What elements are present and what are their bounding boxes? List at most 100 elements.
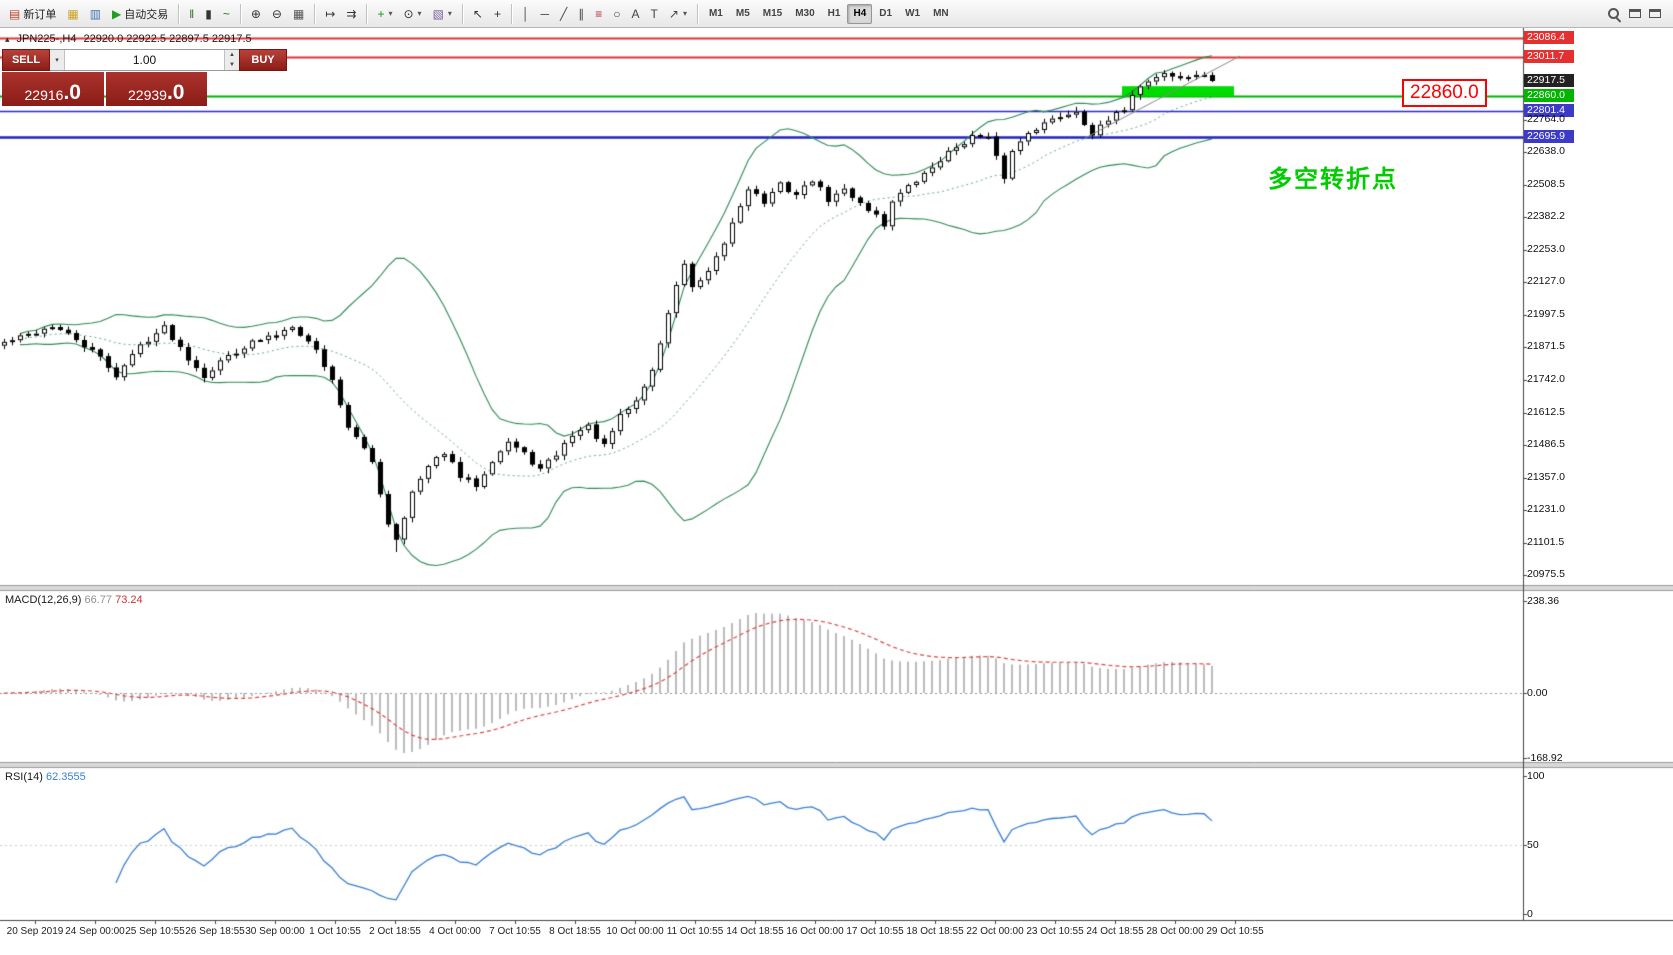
bar-chart-icon: ‖ [189, 6, 195, 21]
vertical-line-button[interactable]: │ [517, 3, 535, 25]
macd-axis-label: 0.00 [1527, 687, 1548, 699]
timeframe-d1-button[interactable]: D1 [873, 4, 898, 24]
rsi-value: 62.3555 [45, 771, 86, 783]
zoom-out-button[interactable]: ⊖ [267, 3, 287, 25]
sell-button[interactable]: SELL [2, 49, 50, 71]
caret-down-icon: ▾ [682, 9, 687, 18]
text-button[interactable]: A [627, 3, 645, 25]
price-axis-label: 23011.7 [1524, 50, 1574, 63]
new-window-icon[interactable] [1649, 9, 1661, 18]
price-axis-label: 21357.0 [1527, 471, 1565, 484]
profiles-button[interactable]: ▥ [85, 3, 106, 25]
macd-label: MACD(12,26,9) 66.77 73.24 [5, 594, 143, 606]
search-icon[interactable] [1607, 7, 1621, 21]
toolbar-separator [511, 3, 512, 24]
annotation-text[interactable]: 多空转折点 [1268, 166, 1398, 193]
macd-value-main: 66.77 [84, 594, 113, 606]
time-axis-label: 24 Oct 18:55 [1086, 926, 1144, 937]
new-order-icon: ▤ [9, 6, 21, 21]
text-label-button[interactable]: T [646, 3, 663, 25]
tile-charts-button[interactable]: ▦ [288, 3, 309, 25]
periods-button[interactable]: ⊙ ▾ [398, 3, 426, 25]
chart-area: ▴ JPN225-,H4 22920.0 22922.5 22897.5 229… [0, 28, 1673, 955]
price-axis-label: 22695.9 [1524, 130, 1574, 144]
top-toolbar: ▤ 新订单 ▦ ▥ ▶ 自动交易 ‖ ▮ ~ ⊕ ⊖ ▦ ↦ ⇉ + ▾ ⊙ ▾ ▧ ▾ ↖ + │ ─ ╱ ∥ ≡ ○ A T ↗ ▾ M1 M… [0, 0, 1673, 28]
zoom-out-icon: ⊖ [271, 6, 282, 21]
symbol-name: JPN225-,H4 [16, 33, 77, 45]
trendline-button[interactable]: ╱ [555, 3, 572, 25]
volume-input[interactable] [65, 50, 224, 70]
price-axis-label: 21997.5 [1527, 308, 1565, 321]
time-axis-label: 20 Sep 2019 [6, 926, 64, 937]
timeframe-mn-button[interactable]: MN [927, 4, 955, 24]
auto-trading-button[interactable]: ▶ 自动交易 [107, 3, 173, 25]
macd-axis-label: 238.36 [1527, 595, 1560, 607]
time-axis-label: 29 Oct 10:55 [1206, 926, 1264, 937]
trendline-icon: ╱ [560, 6, 568, 21]
price-axis-label: 22638.0 [1527, 145, 1565, 158]
volume-dropdown-icon[interactable]: ▾ [50, 50, 65, 70]
volume-up-icon[interactable]: ▲ [225, 50, 239, 60]
ellipse-button[interactable]: ○ [608, 3, 625, 25]
timeframe-h4-button[interactable]: H4 [847, 3, 873, 24]
templates-button[interactable]: ▧ ▾ [428, 3, 457, 25]
timeframe-m5-button[interactable]: M5 [730, 4, 756, 24]
toolbar-separator [696, 3, 698, 24]
sell-price[interactable]: 22916.0 [2, 72, 104, 106]
chart-shift-button[interactable]: ⇉ [341, 3, 361, 25]
fibonacci-retracement-button[interactable]: ≡ [590, 3, 607, 25]
horizontal-line-button[interactable]: ─ [536, 3, 555, 25]
templates-icon: ▧ [432, 6, 444, 21]
crosshair-button[interactable]: + [489, 3, 506, 25]
price-axis-label: 21871.5 [1527, 340, 1565, 353]
time-axis-label: 17 Oct 10:55 [846, 926, 904, 937]
caret-down-icon: ▾ [388, 9, 393, 18]
price-axis-label: 22127.0 [1527, 275, 1565, 288]
tile-windows-icon[interactable] [1629, 9, 1641, 18]
sell-price-main: 22916 [24, 87, 64, 103]
price-level-tag[interactable]: 22860.0 [1402, 79, 1487, 107]
buy-button[interactable]: BUY [239, 49, 287, 71]
symbol-header: ▴ JPN225-,H4 22920.0 22922.5 22897.5 229… [5, 33, 252, 45]
indicators-button[interactable]: + ▾ [372, 3, 397, 25]
toolbar-separator [239, 3, 241, 24]
time-axis-label: 8 Oct 18:55 [549, 926, 601, 937]
fibonacci-retracement-icon: ≡ [595, 6, 603, 21]
candlestick-chart-button[interactable]: ▮ [200, 3, 217, 25]
cursor-button[interactable]: ↖ [468, 3, 488, 25]
new-order-button[interactable]: ▤ 新订单 [4, 3, 61, 25]
equidistant-channel-icon: ∥ [578, 6, 585, 21]
price-axis-label: 22253.0 [1527, 243, 1565, 256]
auto-trading-icon: ▶ [112, 6, 122, 21]
timeframe-m15-button[interactable]: M15 [757, 4, 788, 24]
price-axis-label: 22508.5 [1527, 178, 1565, 191]
horizontal-line-icon: ─ [540, 6, 550, 21]
buy-price[interactable]: 22939.0 [105, 72, 207, 106]
new-chart-button[interactable]: ▦ [62, 3, 83, 25]
price-axis-label: 21612.5 [1527, 406, 1565, 419]
time-axis-label: 23 Oct 10:55 [1026, 926, 1084, 937]
toolbar-separator [314, 3, 316, 24]
volume-down-icon[interactable]: ▼ [225, 60, 239, 70]
timeframe-h1-button[interactable]: H1 [822, 4, 847, 24]
equidistant-channel-button[interactable]: ∥ [573, 3, 589, 25]
bar-chart-button[interactable]: ‖ [184, 3, 199, 25]
volume-spinner: ▲ ▼ [224, 50, 239, 70]
price-axis-label: 21742.0 [1527, 373, 1565, 386]
zoom-in-button[interactable]: ⊕ [246, 3, 266, 25]
line-chart-button[interactable]: ~ [218, 3, 235, 25]
arrows-button[interactable]: ↗ ▾ [664, 3, 692, 25]
zoom-in-icon: ⊕ [250, 6, 261, 21]
toolbar-separator [366, 3, 368, 24]
toolbar-separator [178, 3, 180, 24]
rsi-axis-label: 50 [1527, 839, 1539, 851]
time-axis-label: 10 Oct 00:00 [606, 926, 664, 937]
timeframe-m30-button[interactable]: M30 [789, 4, 820, 24]
trade-controls-row: SELL ▾ ▲ ▼ BUY [2, 49, 287, 71]
chart-canvas[interactable] [0, 28, 1673, 955]
auto-scroll-button[interactable]: ↦ [320, 3, 340, 25]
time-axis-label: 14 Oct 18:55 [726, 926, 784, 937]
timeframe-m1-button[interactable]: M1 [703, 4, 729, 24]
line-chart-icon: ~ [222, 6, 230, 21]
timeframe-w1-button[interactable]: W1 [899, 4, 926, 24]
